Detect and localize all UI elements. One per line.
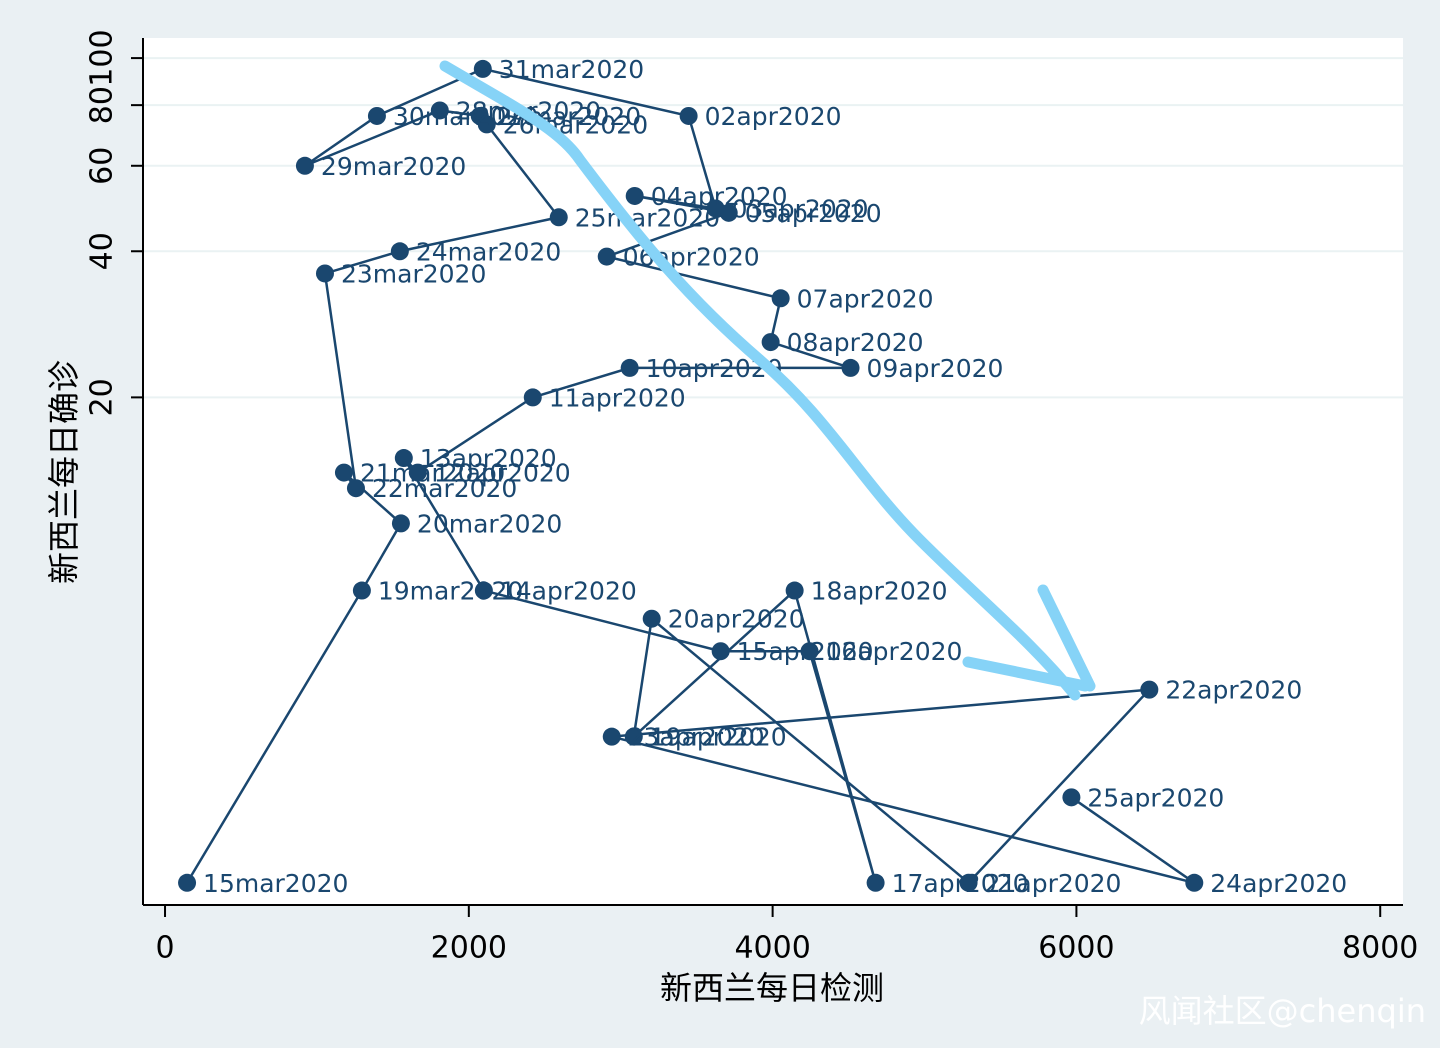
connecting-line xyxy=(185,67,1196,885)
point xyxy=(642,609,661,628)
point xyxy=(624,727,643,746)
point xyxy=(959,873,978,892)
point xyxy=(391,514,410,533)
point-label: 07apr2020 xyxy=(797,284,934,313)
point xyxy=(523,388,542,407)
x-tick-label: 8000 xyxy=(1342,931,1418,966)
point-label: 08apr2020 xyxy=(787,328,924,357)
point-label: 31mar2020 xyxy=(499,55,644,84)
watermark: 风闻社区@chenqin xyxy=(1139,992,1426,1030)
point-label: 23mar2020 xyxy=(341,259,486,288)
y-tick-label: 100 xyxy=(85,29,120,86)
point xyxy=(602,727,621,746)
point xyxy=(470,106,489,125)
point xyxy=(620,358,639,377)
point-label: 20apr2020 xyxy=(668,605,805,634)
point-label: 23apr2020 xyxy=(628,723,765,752)
point xyxy=(430,101,449,120)
point-label: 21apr2020 xyxy=(985,869,1122,898)
y-tick-label: 80 xyxy=(85,86,120,124)
point xyxy=(679,106,698,125)
point-label: 22mar2020 xyxy=(372,474,517,503)
point-label: 25apr2020 xyxy=(1087,783,1224,812)
point xyxy=(334,463,353,482)
y-tick-label: 60 xyxy=(85,147,120,185)
point-label: 09apr2020 xyxy=(867,354,1004,383)
point-label: 24apr2020 xyxy=(1210,869,1347,898)
point xyxy=(1062,788,1081,807)
point xyxy=(549,208,568,227)
point xyxy=(390,242,409,261)
point xyxy=(625,186,644,205)
point xyxy=(178,873,197,892)
point xyxy=(597,247,616,266)
point xyxy=(394,449,413,468)
point-label: 19apr2020 xyxy=(650,723,787,752)
point xyxy=(866,873,885,892)
point-label: 02apr2020 xyxy=(705,102,842,131)
point-label: 21mar2020 xyxy=(360,459,505,488)
y-axis-title: 新西兰每日确诊 xyxy=(45,360,83,584)
x-tick-label: 6000 xyxy=(1038,931,1114,966)
point-label: 18apr2020 xyxy=(811,577,948,606)
point xyxy=(346,479,365,498)
point xyxy=(315,264,334,283)
point-label: 29mar2020 xyxy=(321,152,466,181)
point xyxy=(352,581,371,600)
point xyxy=(295,156,314,175)
point xyxy=(800,642,819,661)
point-label: 04apr2020 xyxy=(651,182,788,211)
point-label: 24mar2020 xyxy=(416,237,561,266)
point xyxy=(1185,873,1204,892)
point-label: 12apr2020 xyxy=(434,459,571,488)
point xyxy=(841,358,860,377)
point-label: 14apr2020 xyxy=(500,577,637,606)
point xyxy=(719,203,738,222)
point-label: 25mar2020 xyxy=(575,203,720,232)
point xyxy=(761,333,780,352)
point-label: 16apr2020 xyxy=(826,637,963,666)
annotation-arrow xyxy=(439,60,1096,701)
point xyxy=(711,642,730,661)
point-label: 05apr2020 xyxy=(745,199,882,228)
point xyxy=(367,106,386,125)
point-label: 13apr2020 xyxy=(420,444,557,473)
x-axis-title: 新西兰每日检测 xyxy=(660,969,884,1007)
y-tick-label: 40 xyxy=(85,232,120,270)
point-label: 03apr2020 xyxy=(732,194,869,223)
point xyxy=(473,59,492,78)
y-tick-label: 20 xyxy=(85,378,120,416)
x-tick-label: 2000 xyxy=(431,931,507,966)
x-tick-label: 4000 xyxy=(734,931,810,966)
point-label: 19mar2020 xyxy=(378,577,523,606)
point-label: 11apr2020 xyxy=(549,383,686,412)
point xyxy=(771,289,790,308)
point-label: 20mar2020 xyxy=(417,509,562,538)
point xyxy=(1140,680,1159,699)
point xyxy=(474,581,493,600)
point xyxy=(408,463,427,482)
point-label: 15mar2020 xyxy=(203,869,348,898)
point xyxy=(785,581,804,600)
x-tick-label: 0 xyxy=(155,931,174,966)
point-label: 22apr2020 xyxy=(1165,676,1302,705)
